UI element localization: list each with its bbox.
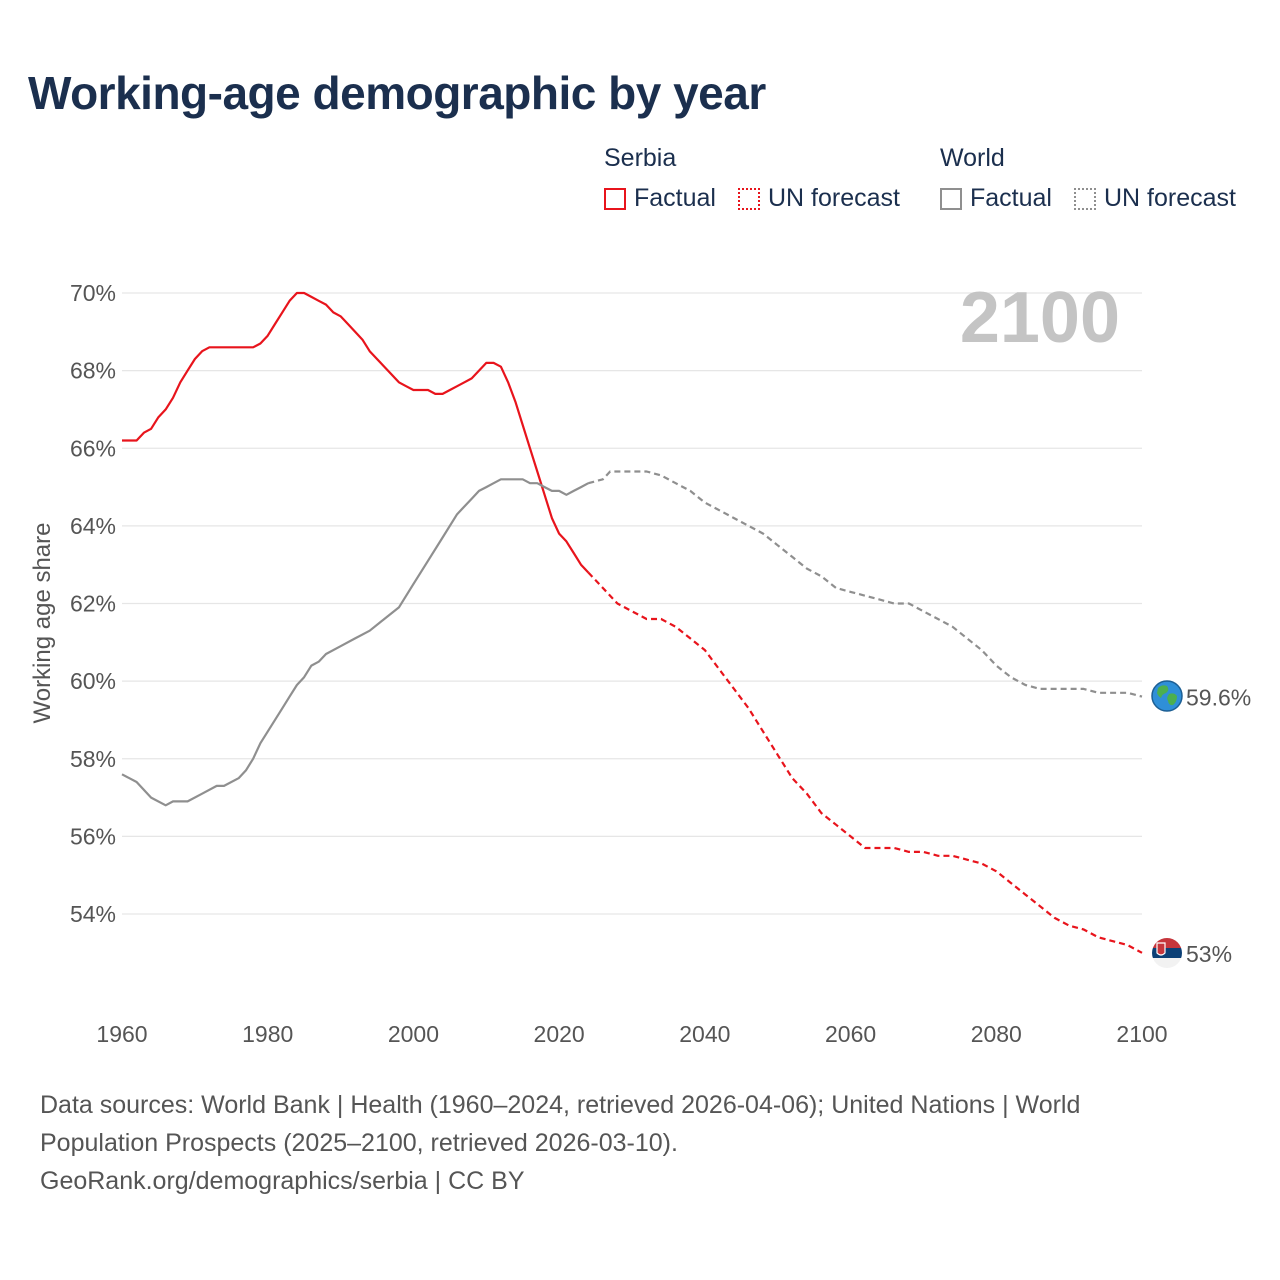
legend-swatch-serbia-factual [604, 187, 626, 210]
legend-world-forecast[interactable]: UN forecast [1074, 184, 1236, 213]
globe-icon [1151, 680, 1183, 712]
end-label-serbia: 53% [1186, 941, 1232, 967]
legend-label-world-factual: Factual [970, 184, 1052, 212]
gridlines [122, 292, 1142, 915]
footer-source-line-2: Population Prospects (2025–2100, retriev… [40, 1129, 678, 1157]
legend-serbia-forecast[interactable]: UN forecast [738, 184, 900, 213]
y-tick-label: 68% [70, 358, 116, 384]
legend-swatch-serbia-forecast [738, 187, 760, 210]
legend-swatch-world-forecast [1074, 187, 1096, 210]
end-label-world: 59.6% [1186, 685, 1251, 711]
y-tick-label: 64% [70, 513, 116, 539]
serbia-flag-icon [1152, 938, 1182, 968]
y-tick-label: 58% [70, 746, 116, 772]
legend-swatch-world-factual [940, 187, 962, 210]
series-serbia-forecast-line [587, 571, 1143, 954]
y-tick-label: 56% [70, 823, 116, 849]
legend-group-serbia: Serbia [604, 144, 677, 172]
y-axis-label: Working age share [29, 523, 56, 724]
x-tick-label: 2000 [388, 1021, 439, 1047]
x-tick-label: 2060 [825, 1021, 876, 1047]
footer-credit[interactable]: GeoRank.org/demographics/serbia | CC BY [40, 1167, 525, 1195]
end-value-labels: 59.6% 53% [1186, 685, 1251, 967]
line-chart: 2100 54% 56% 58% 60% 62% 64% 66% 68% 70% 1960 198… [29, 278, 1251, 1047]
x-tick-label: 1980 [242, 1021, 293, 1047]
footer: Data sources: World Bank | Health (1960–… [40, 1086, 1240, 1200]
series-lines [121, 291, 1143, 954]
legend-serbia-factual[interactable]: Factual [604, 184, 716, 213]
footer-source-line-1: Data sources: World Bank | Health (1960–… [40, 1091, 1081, 1119]
x-tick-label: 2080 [971, 1021, 1022, 1047]
page-title: Working-age demographic by year [28, 67, 766, 119]
series-serbia-factual-line [122, 291, 590, 574]
x-tick-label: 2100 [1116, 1021, 1167, 1047]
y-tick-label: 66% [70, 435, 116, 461]
legend-label-world-forecast: UN forecast [1104, 184, 1236, 212]
y-tick-label: 54% [70, 901, 116, 927]
y-tick-label: 62% [70, 591, 116, 617]
y-tick-label: 60% [70, 668, 116, 694]
legend-world-factual[interactable]: Factual [940, 184, 1052, 213]
legend-label-serbia-forecast: UN forecast [768, 184, 900, 212]
x-tick-label: 1960 [96, 1021, 147, 1047]
y-axis-ticks: 54% 56% 58% 60% 62% 64% 66% 68% 70% [70, 280, 116, 927]
legend-group-world: World [940, 144, 1005, 172]
series-world-factual-line [121, 478, 589, 807]
end-markers [1151, 680, 1183, 968]
series-world-forecast-line [588, 470, 1143, 698]
x-tick-label: 2040 [679, 1021, 730, 1047]
x-tick-label: 2020 [534, 1021, 585, 1047]
current-year-label: 2100 [960, 278, 1120, 358]
legend-label-serbia-factual: Factual [634, 184, 716, 212]
x-axis-ticks: 1960 1980 2000 2020 2040 2060 2080 2100 [96, 1021, 1167, 1047]
y-tick-label: 70% [70, 280, 116, 306]
